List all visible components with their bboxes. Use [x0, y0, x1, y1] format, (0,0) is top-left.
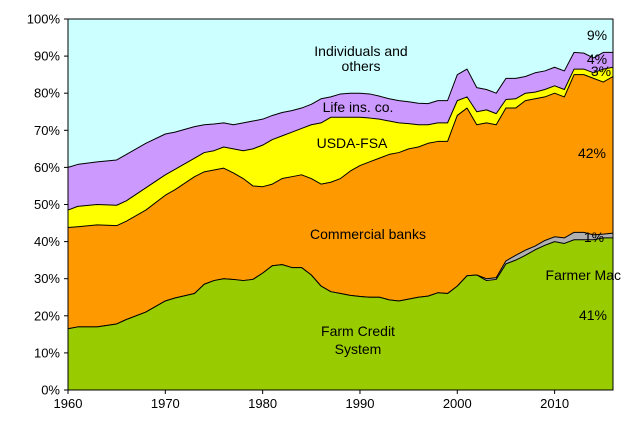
- label-fcs-line1: Farm Credit: [321, 323, 395, 339]
- y-tick-label: 100%: [27, 12, 61, 27]
- label-fcs-line2: System: [335, 341, 382, 357]
- y-tick-label: 40%: [34, 234, 60, 249]
- area-farm-credit-system: [67, 237, 614, 391]
- y-tick-label: 90%: [34, 49, 60, 64]
- label-life-ins: Life ins. co.: [323, 99, 394, 115]
- y-tick-label: 30%: [34, 271, 60, 286]
- y-tick-label: 50%: [34, 197, 60, 212]
- label-pct-individuals: 9%: [587, 27, 607, 43]
- y-tick-label: 60%: [34, 160, 60, 175]
- y-tick-label: 80%: [34, 86, 60, 101]
- y-tick-label: 0%: [41, 383, 60, 398]
- label-pct-farmer-mac: 1%: [584, 229, 604, 245]
- label-usda-fsa: USDA-FSA: [317, 135, 388, 151]
- x-tick-label: 1970: [151, 396, 180, 411]
- label-pct-usda: 3%: [591, 63, 611, 79]
- y-tick-label: 20%: [34, 308, 60, 323]
- y-tick-label: 70%: [34, 123, 60, 138]
- label-pct-banks: 42%: [578, 145, 606, 161]
- label-individuals-line2: others: [342, 58, 381, 74]
- label-pct-life: 4%: [587, 51, 607, 67]
- tick-labels: 0% 10% 20% 30% 40% 50% 60% 70% 80% 90% 100% 1960 197…: [27, 12, 569, 412]
- series-labels: Individuals and others Life ins. co. USD…: [310, 27, 621, 357]
- axes: [64, 18, 613, 394]
- label-pct-fcs: 41%: [579, 307, 607, 323]
- x-tick-label: 2000: [443, 396, 472, 411]
- area-layers: [67, 18, 614, 391]
- x-tick-label: 1990: [346, 396, 375, 411]
- x-tick-label: 1960: [54, 396, 83, 411]
- x-tick-label: 2010: [540, 396, 569, 411]
- label-farmer-mac: Farmer Mac: [546, 267, 621, 283]
- label-individuals-line1: Individuals and: [314, 43, 407, 59]
- label-commercial-banks: Commercial banks: [310, 226, 426, 242]
- y-tick-label: 10%: [34, 345, 60, 360]
- x-tick-label: 1980: [248, 396, 277, 411]
